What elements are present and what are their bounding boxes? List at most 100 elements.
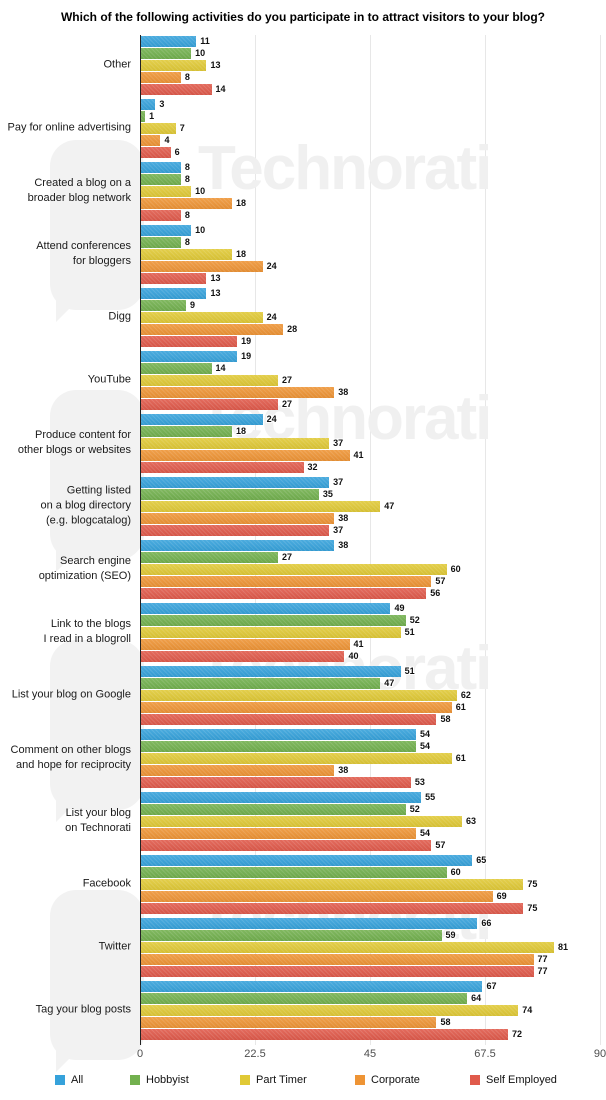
bar-all	[140, 980, 483, 992]
bar-row: 27	[140, 374, 600, 386]
bar-value-label: 47	[384, 677, 395, 688]
bar-row: 51	[140, 626, 600, 638]
bar-value-label: 1	[149, 110, 155, 121]
bar-hobbyist	[140, 362, 212, 374]
bar-value-label: 66	[481, 917, 492, 928]
bar-value-label: 6	[174, 146, 180, 157]
bar-row: 47	[140, 500, 600, 512]
bar-value-label: 32	[307, 461, 318, 472]
bar-row: 37	[140, 437, 600, 449]
bar-corporate	[140, 1016, 437, 1028]
category-group: List your blog on Google 51 47 62 61 58	[12, 665, 600, 725]
x-axis-tick: 90	[593, 1048, 606, 1060]
category-group: YouTube 19 14 27 38 27	[88, 350, 600, 410]
bar-value-label: 49	[394, 602, 405, 613]
bar-row: 27	[140, 398, 600, 410]
bar-row: 72	[140, 1028, 600, 1040]
category-label: Created a blog on a broader blog network	[27, 177, 131, 204]
bar-row: 9	[140, 299, 600, 311]
gridline	[485, 35, 486, 1045]
bar-self-employed	[140, 335, 238, 347]
bar-row: 8	[140, 236, 600, 248]
bar-row: 27	[140, 551, 600, 563]
bar-value-label: 69	[496, 890, 507, 901]
bar-corporate	[140, 764, 335, 776]
bar-value-label: 54	[420, 827, 431, 838]
bar-value-label: 61	[455, 701, 466, 712]
bar-all	[140, 350, 238, 362]
bar-row: 19	[140, 350, 600, 362]
x-axis-tick: 22.5	[244, 1048, 266, 1060]
bar-row: 40	[140, 650, 600, 662]
x-axis-tick: 0	[136, 1048, 144, 1060]
bar-part-timer	[140, 59, 207, 71]
category-label: YouTube	[87, 373, 131, 386]
bar-row: 59	[140, 929, 600, 941]
bar-part-timer	[140, 122, 176, 134]
category-label: List your blog on Technorati	[65, 807, 131, 834]
bar-row: 8	[140, 71, 600, 83]
technorati-logo-watermark	[50, 140, 144, 322]
legend-swatch-icon	[55, 1075, 65, 1085]
bar-value-label: 81	[558, 941, 569, 952]
bar-value-label: 13	[210, 287, 221, 298]
category-group: Twitter 66 59 81 77 77	[99, 917, 600, 977]
bar-row: 54	[140, 728, 600, 740]
bar-all	[140, 413, 263, 425]
legend-swatch-icon	[355, 1075, 365, 1085]
bar-self-employed	[140, 965, 534, 977]
bar-all	[140, 665, 401, 677]
bar-hobbyist	[140, 236, 181, 248]
category-group: List your blog on Technorati 55 52 63 54 57	[65, 791, 600, 851]
bar-all	[140, 287, 207, 299]
y-axis-line	[140, 35, 141, 1045]
bar-corporate	[140, 512, 335, 524]
bar-value-label: 19	[241, 350, 252, 361]
bar-corporate	[140, 638, 350, 650]
bar-value-label: 60	[450, 866, 461, 877]
bar-part-timer	[140, 941, 554, 953]
bar-self-employed	[140, 398, 278, 410]
bar-value-label: 38	[338, 386, 349, 397]
category-group: Link to the blogs I read in a blogroll 49…	[44, 602, 600, 662]
bar-hobbyist	[140, 677, 381, 689]
bar-hobbyist	[140, 866, 447, 878]
bar-value-label: 27	[282, 374, 293, 385]
bar-hobbyist	[140, 425, 232, 437]
bar-row: 54	[140, 827, 600, 839]
bar-row: 60	[140, 866, 600, 878]
bar-value-label: 8	[184, 173, 190, 184]
category-group: Digg 13 9 24 28 19	[108, 287, 600, 347]
bar-value-label: 9	[190, 299, 196, 310]
gridline	[370, 35, 371, 1045]
bar-hobbyist	[140, 47, 192, 59]
bar-row: 14	[140, 83, 600, 95]
bar-value-label: 14	[215, 83, 226, 94]
bar-row: 58	[140, 1016, 600, 1028]
bar-value-label: 77	[537, 953, 548, 964]
category-label: Produce content for other blogs or websi…	[17, 429, 131, 456]
bar-row: 67	[140, 980, 600, 992]
bar-row: 24	[140, 413, 600, 425]
category-group: Created a blog on a broader blog network…	[28, 161, 600, 221]
bar-value-label: 8	[184, 161, 190, 172]
bar-part-timer	[140, 563, 447, 575]
bar-row: 55	[140, 791, 600, 803]
bar-all	[140, 917, 478, 929]
bar-row: 77	[140, 953, 600, 965]
bar-value-label: 18	[236, 425, 247, 436]
bar-row: 7	[140, 122, 600, 134]
bar-hobbyist	[140, 614, 406, 626]
legend-label: Corporate	[371, 1074, 420, 1086]
category-group: Search engine optimization (SEO) 38 27 60 57…	[39, 539, 600, 599]
chart-title: Which of the following activities do you…	[60, 10, 546, 24]
legend-item-all: All	[55, 1074, 83, 1086]
bar-row: 57	[140, 575, 600, 587]
bar-row: 51	[140, 665, 600, 677]
bar-value-label: 24	[266, 311, 277, 322]
category-group: Facebook 65 60 75 69 75	[83, 854, 600, 914]
bar-hobbyist	[140, 803, 406, 815]
category-group: Produce content for other blogs or websi…	[18, 413, 600, 473]
bar-row: 18	[140, 248, 600, 260]
bar-row: 75	[140, 878, 600, 890]
